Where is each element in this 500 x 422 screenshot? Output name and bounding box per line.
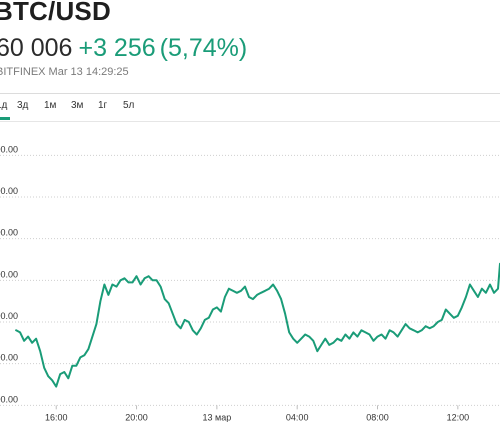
tab-5y[interactable]: 5л bbox=[123, 100, 135, 111]
x-tick-label: 13 мар bbox=[203, 412, 232, 422]
y-tick-label: 56 000.00 bbox=[0, 311, 18, 321]
price-row: 60 006 +3 256 (5,74%) bbox=[0, 32, 247, 64]
x-tick-label: 16:00 bbox=[45, 412, 68, 422]
y-tick-label: 58 000.00 bbox=[0, 228, 18, 238]
y-tick-label: 59 000.00 bbox=[0, 186, 18, 196]
price-change-percent: (5,74%) bbox=[159, 34, 248, 62]
tab-1y[interactable]: 1г bbox=[98, 100, 108, 111]
last-price: 60 006 bbox=[0, 34, 73, 62]
tabs-divider bbox=[0, 121, 500, 122]
tab-1d[interactable]: 1д bbox=[0, 100, 8, 111]
header-divider bbox=[0, 93, 500, 94]
exchange-timestamp: BITFINEX Mar 13 14:29:25 bbox=[0, 66, 129, 78]
x-tick-label: 12:00 bbox=[447, 412, 470, 422]
price-chart: 60 000.00 59 000.00 58 000.00 57 000.00 56 0… bbox=[0, 144, 500, 422]
x-tick-label: 08:00 bbox=[366, 412, 389, 422]
tab-3d[interactable]: 3д bbox=[17, 100, 29, 111]
y-tick-label: 55 000.00 bbox=[0, 353, 18, 363]
y-tick-label: 60 000.00 bbox=[0, 144, 18, 154]
tab-1m[interactable]: 1м bbox=[44, 100, 57, 111]
price-change: +3 256 bbox=[78, 34, 156, 62]
x-tick-label: 04:00 bbox=[286, 412, 309, 422]
tab-3m[interactable]: 3м bbox=[71, 100, 84, 111]
y-tick-label: 54 000.00 bbox=[0, 394, 18, 404]
y-tick-label: 57 000.00 bbox=[0, 269, 18, 279]
x-tick-label: 20:00 bbox=[125, 412, 148, 422]
price-series-line bbox=[15, 262, 500, 388]
active-tab-underline bbox=[0, 117, 10, 120]
instrument-title: BTC/USD bbox=[0, 0, 111, 26]
